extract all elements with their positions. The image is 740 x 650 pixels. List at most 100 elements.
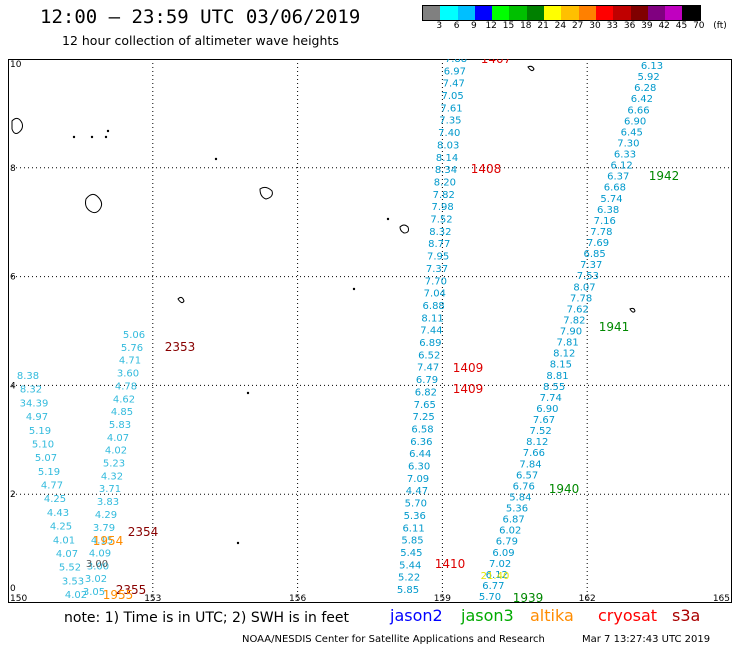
island-dot: [246, 391, 250, 395]
wave-height-value: 8.38: [17, 371, 39, 382]
color-scale-cell: [457, 6, 475, 20]
wave-height-value: 7.37: [426, 264, 448, 275]
latitude-tick-label: 10: [10, 60, 22, 70]
wave-height-value: 6.45: [621, 127, 643, 138]
wave-height-value: 7.25: [412, 412, 434, 423]
wave-height-value: 7.98: [431, 202, 453, 213]
wave-height-value: 6.02: [499, 526, 521, 537]
longitude-tick-label: 156: [289, 594, 306, 603]
special-wave-value: 21.40: [481, 571, 510, 582]
wave-height-value: 5.22: [398, 573, 420, 584]
wave-height-value: 6.97: [444, 66, 466, 77]
color-scale-label: 42: [658, 21, 670, 31]
wave-height-value: 5.44: [399, 560, 421, 571]
wave-height-value: 6.88: [423, 301, 445, 312]
latitude-tick-label: 4: [10, 381, 16, 391]
wave-height-value: 8.77: [428, 239, 450, 250]
wave-height-value: 6.85: [583, 249, 605, 260]
wave-height-value: 7.05: [442, 91, 464, 102]
wave-height-value: 4.07: [56, 549, 78, 560]
color-scale-label: 18: [520, 21, 532, 31]
wave-height-value: 4.07: [107, 433, 129, 444]
wave-height-value: 7.52: [430, 215, 452, 226]
wave-height-map: 7.886.977.477.057.617.357.408.038.148.34…: [8, 59, 732, 603]
wave-height-value: 7.47: [417, 363, 439, 374]
time-label: 1954: [93, 534, 124, 548]
wave-height-value: 6.66: [627, 105, 649, 116]
time-label: 1941: [599, 320, 630, 334]
page-title: 12:00 – 23:59 UTC 03/06/2019: [40, 6, 361, 28]
wave-height-value: 6.38: [597, 205, 619, 216]
color-scale-cell: [474, 6, 493, 20]
wave-height-value: 3.83: [97, 497, 119, 508]
color-scale-cell: [423, 6, 441, 20]
special-wave-value: 3.00: [86, 559, 108, 570]
wave-height-value: 7.62: [567, 304, 589, 315]
time-label: 1940: [549, 482, 580, 496]
wave-height-value: 6.57: [516, 470, 538, 481]
wave-height-value: 4.25: [44, 494, 66, 505]
color-scale-unit: (ft): [713, 21, 727, 31]
wave-height-value: 6.90: [624, 116, 646, 127]
color-scale-cell: [526, 6, 545, 20]
wave-height-value: 7.65: [414, 400, 436, 411]
island-outline: [527, 65, 535, 72]
wave-height-value: 6.82: [415, 387, 437, 398]
wave-height-value: 7.95: [427, 252, 449, 263]
island-outline: [629, 307, 636, 313]
wave-height-value: 7.82: [433, 190, 455, 201]
wave-height-value: 7.70: [425, 276, 447, 287]
wave-height-value: 4.32: [101, 471, 123, 482]
island-outline: [259, 186, 273, 200]
wave-height-value: 8.55: [543, 382, 565, 393]
wave-height-value: 4.15: [91, 536, 113, 547]
wave-height-value: 5.10: [32, 439, 54, 450]
island-dot: [386, 217, 390, 221]
wave-height-value: 5.85: [397, 585, 419, 596]
wave-height-value: 6.58: [411, 424, 433, 435]
wave-height-value: 7.66: [523, 448, 545, 459]
wave-height-value: 6.87: [502, 515, 524, 526]
wave-height-value: 5.70: [479, 592, 501, 603]
wave-height-value: 7.88: [445, 59, 467, 65]
satellite-legend-s3a: s3a: [672, 606, 701, 625]
time-label: 1408: [471, 162, 502, 176]
wave-height-value: 7.82: [563, 315, 585, 326]
wave-height-value: 6.76: [513, 481, 535, 492]
wave-height-value: 7.67: [533, 415, 555, 426]
wave-height-value: 6.79: [416, 375, 438, 386]
time-label: 1410: [435, 557, 466, 571]
wave-height-value: 4.29: [95, 510, 117, 521]
island-dot: [72, 135, 76, 139]
wave-height-value: 7.78: [590, 227, 612, 238]
time-label: 1409: [453, 361, 484, 375]
color-scale-label: 33: [606, 21, 619, 31]
wave-height-value: 7.09: [407, 474, 429, 485]
wave-height-value: 5.76: [121, 343, 143, 354]
color-scale-cell: [682, 6, 700, 20]
time-label: 2355: [116, 583, 147, 597]
wave-height-value: 7.90: [560, 327, 582, 338]
time-label: 2353: [165, 340, 196, 354]
color-scale-cell: [492, 6, 510, 20]
wave-height-value: 7.53: [577, 271, 599, 282]
island-outline: [177, 296, 185, 304]
wave-height-value: 4.85: [111, 407, 133, 418]
wave-height-value: 4.02: [105, 446, 127, 457]
wave-height-value: 7.47: [443, 79, 465, 90]
island-dot: [90, 135, 94, 139]
wave-height-value: 7.02: [489, 559, 511, 570]
wave-height-value: 8.12: [553, 349, 575, 360]
wave-height-value: 5.84: [509, 492, 531, 503]
color-scale-label: 12: [485, 21, 497, 31]
wave-height-value: 8.11: [421, 313, 443, 324]
color-scale-label: 70: [693, 21, 705, 31]
wave-height-value: 7.04: [424, 289, 446, 300]
time-label: 1955: [103, 588, 134, 602]
wave-height-value: 6.77: [482, 581, 504, 592]
latitude-tick-label: 6: [10, 273, 16, 283]
wave-height-value: 8.15: [550, 360, 572, 371]
time-label: 1939: [513, 591, 544, 603]
wave-height-value: 7.40: [438, 128, 460, 139]
wave-height-value: 8.81: [546, 371, 568, 382]
